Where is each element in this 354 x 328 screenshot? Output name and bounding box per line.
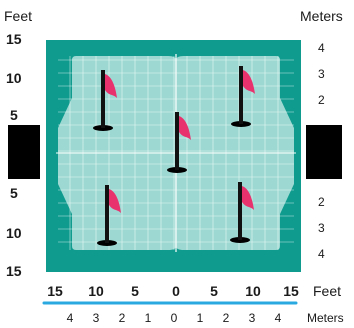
bottom-feet-tick-6: 10 [245, 283, 261, 299]
flag-bottom-right [230, 182, 254, 243]
bottom-meter-tick-6: 1 [197, 311, 204, 325]
right-tick-bottom-4: 4 [318, 247, 325, 261]
flag-top-right [231, 66, 255, 127]
left-tick-top-15: 15 [6, 31, 22, 47]
flag-pole [239, 66, 243, 124]
right-post [306, 125, 342, 179]
right-tick-top-3: 3 [318, 67, 325, 81]
left-tick-bottom-10: 10 [6, 225, 22, 241]
bottom-meter-tick-7: 2 [223, 311, 230, 325]
flag-cloth [242, 186, 254, 210]
flag-cloth [243, 70, 255, 94]
bottom-feet-tick-7: 15 [283, 283, 299, 299]
bottom-feet-tick-3: 5 [131, 283, 139, 299]
bottom-feet-tick-2: 10 [88, 283, 104, 299]
right-tick-bottom-3: 3 [318, 221, 325, 235]
bottom-meter-tick-1: 4 [67, 311, 74, 325]
bottom-feet-unit: Feet [313, 283, 341, 299]
flag-top-left [93, 70, 117, 131]
flag-bottom-left [97, 185, 121, 246]
left-tick-bottom-5: 5 [10, 185, 18, 201]
right-tick-top-4: 4 [318, 41, 325, 55]
bottom-feet-tick-4: 0 [172, 283, 180, 299]
right-tick-bottom-2: 2 [318, 195, 325, 209]
bottom-meter-tick-3: 2 [119, 311, 126, 325]
flag-cloth [105, 74, 117, 98]
left-post [8, 125, 40, 179]
flag-pole [175, 112, 179, 170]
flag-pole [101, 70, 105, 128]
bottom-meter-unit: Meters [307, 311, 344, 325]
bottom-meter-tick-9: 4 [275, 311, 282, 325]
bottom-meter-tick-4: 1 [145, 311, 152, 325]
flags [93, 66, 255, 246]
bottom-meter-tick-2: 3 [93, 311, 100, 325]
bottom-meter-tick-8: 3 [249, 311, 256, 325]
bottom-meter-tick-5: 0 [171, 311, 178, 325]
flag-pole [105, 185, 109, 243]
flag-cloth [109, 189, 121, 213]
right-unit-label: Meters [300, 8, 343, 24]
left-tick-top-10: 10 [6, 70, 22, 86]
left-tick-top-5: 5 [10, 107, 18, 123]
flag-cloth [179, 116, 191, 140]
flag-center [167, 112, 191, 173]
left-tick-bottom-15: 15 [6, 263, 22, 279]
bottom-feet-tick-5: 5 [210, 283, 218, 299]
flag-pole [238, 182, 242, 240]
bottom-feet-tick-1: 15 [47, 283, 63, 299]
left-unit-label: Feet [4, 8, 32, 24]
right-tick-top-2: 2 [318, 93, 325, 107]
